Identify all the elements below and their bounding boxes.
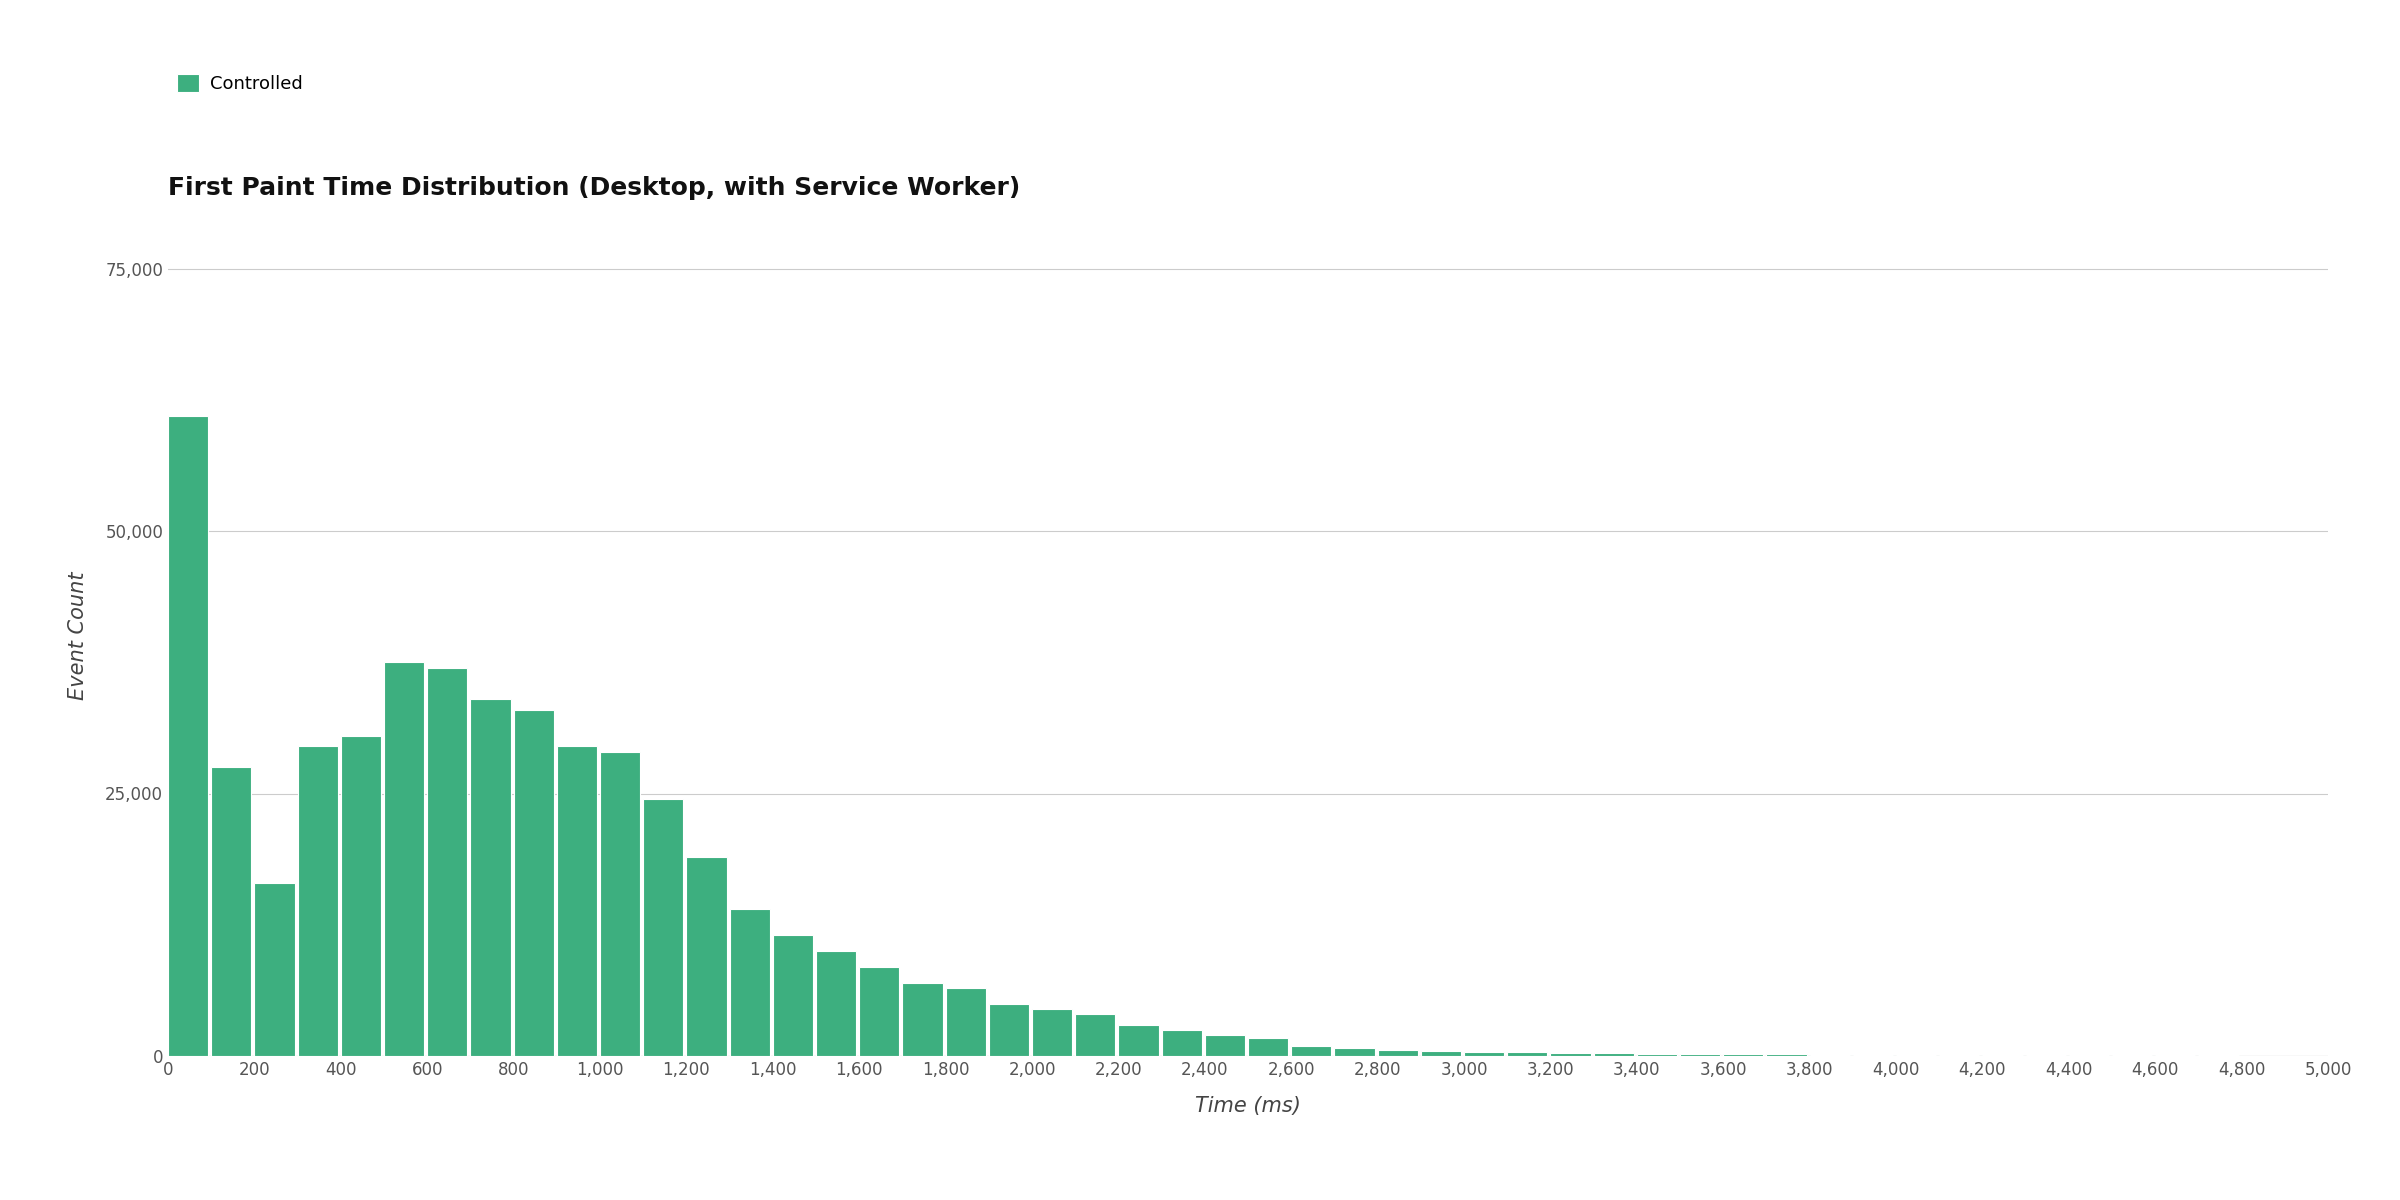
Bar <box>730 910 770 1056</box>
Bar <box>1291 1045 1332 1056</box>
Bar <box>1766 1055 1807 1056</box>
Bar <box>1118 1025 1159 1056</box>
Bar <box>1594 1054 1634 1056</box>
Bar <box>557 746 598 1056</box>
Bar <box>1378 1050 1418 1056</box>
Bar <box>1550 1052 1591 1056</box>
Bar <box>341 736 382 1056</box>
Bar <box>1421 1051 1462 1056</box>
Bar <box>773 935 814 1056</box>
Bar <box>859 967 900 1056</box>
Bar <box>1464 1051 1505 1056</box>
Bar <box>1032 1009 1073 1056</box>
Bar <box>1334 1048 1375 1056</box>
Bar <box>427 667 468 1056</box>
Bar <box>1853 1055 1894 1056</box>
Bar <box>298 746 338 1056</box>
Y-axis label: Event Count: Event Count <box>70 571 89 701</box>
Bar <box>168 415 209 1056</box>
Bar <box>946 988 986 1056</box>
Bar <box>384 662 425 1056</box>
Bar <box>902 983 943 1056</box>
Bar <box>1896 1055 1937 1056</box>
Bar <box>1075 1014 1116 1056</box>
Bar <box>1507 1052 1548 1056</box>
Bar <box>1162 1030 1202 1056</box>
Bar <box>254 883 295 1056</box>
Bar <box>643 799 684 1056</box>
Bar <box>989 1003 1030 1056</box>
Bar <box>1680 1054 1721 1056</box>
Bar <box>211 767 252 1056</box>
Bar <box>514 709 554 1056</box>
Text: First Paint Time Distribution (Desktop, with Service Worker): First Paint Time Distribution (Desktop, … <box>168 176 1020 200</box>
Bar <box>1637 1054 1678 1056</box>
Bar <box>600 751 641 1056</box>
Bar <box>470 698 511 1056</box>
Bar <box>1205 1034 1246 1056</box>
Bar <box>1810 1055 1850 1056</box>
Bar <box>1723 1055 1764 1056</box>
Bar <box>816 950 857 1056</box>
X-axis label: Time (ms): Time (ms) <box>1195 1096 1301 1116</box>
Legend: Controlled: Controlled <box>178 74 302 94</box>
Bar <box>1248 1038 1289 1056</box>
Bar <box>686 857 727 1056</box>
